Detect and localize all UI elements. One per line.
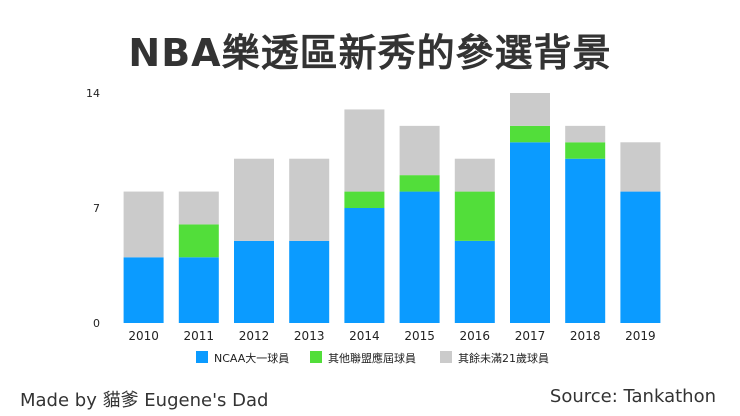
bar-rest-2019 bbox=[620, 142, 661, 192]
bar-ncaa-2011 bbox=[178, 257, 219, 323]
chart-title: NBA樂透區新秀的參選背景 bbox=[128, 31, 612, 75]
x-tick-label: 2017 bbox=[515, 329, 546, 343]
bar-rest-2011 bbox=[178, 191, 219, 225]
x-tick-label: 2011 bbox=[184, 329, 215, 343]
bar-rest-2012 bbox=[234, 158, 274, 241]
x-tick-label: 2010 bbox=[128, 329, 159, 343]
y-tick-label: 7 bbox=[93, 202, 100, 215]
source-credit: Source: Tankathon bbox=[549, 386, 716, 407]
bar-other_league-2011 bbox=[178, 224, 219, 258]
bar-ncaa-2019 bbox=[620, 191, 661, 323]
bar-ncaa-2012 bbox=[234, 240, 274, 323]
x-tick-label: 2016 bbox=[460, 329, 491, 343]
bar-ncaa-2010 bbox=[123, 257, 164, 323]
bar-rest-2014 bbox=[344, 109, 385, 192]
bar-ncaa-2018 bbox=[565, 158, 606, 323]
bar-rest-2016 bbox=[454, 158, 495, 192]
x-tick-label: 2019 bbox=[625, 329, 656, 343]
bar-ncaa-2013 bbox=[289, 240, 330, 323]
bar-ncaa-2015 bbox=[399, 191, 440, 323]
bar-rest-2018 bbox=[565, 125, 606, 143]
bar-other_league-2017 bbox=[510, 125, 550, 143]
x-tick-label: 2012 bbox=[239, 329, 270, 343]
legend-label-rest: 其餘未滿21歲球員 bbox=[458, 351, 549, 365]
bar-ncaa-2017 bbox=[510, 142, 550, 323]
x-tick-label: 2015 bbox=[404, 329, 435, 343]
x-tick-label: 2018 bbox=[570, 329, 601, 343]
bar-other_league-2015 bbox=[399, 175, 440, 192]
bar-rest-2017 bbox=[510, 93, 550, 126]
bar-other_league-2018 bbox=[565, 142, 606, 159]
legend-swatch-ncaa bbox=[196, 351, 208, 363]
legend-label-other_league: 其他聯盟應屆球員 bbox=[328, 351, 416, 365]
legend-label-ncaa: NCAA大一球員 bbox=[214, 351, 289, 365]
bar-ncaa-2014 bbox=[344, 208, 385, 323]
bar-other_league-2014 bbox=[344, 191, 385, 208]
bar-rest-2013 bbox=[289, 158, 330, 241]
x-tick-label: 2013 bbox=[294, 329, 325, 343]
stacked-bar-chart: 0 7 14 2010 2011 2012 2013 2014 2015 2016 2017 2018… bbox=[86, 87, 661, 365]
bar-other_league-2016 bbox=[454, 191, 495, 241]
y-tick-label: 14 bbox=[86, 87, 100, 100]
x-tick-label: 2014 bbox=[349, 329, 380, 343]
y-tick-label: 0 bbox=[93, 317, 100, 330]
bar-rest-2015 bbox=[399, 125, 440, 176]
legend-swatch-rest bbox=[440, 351, 452, 363]
bar-ncaa-2016 bbox=[454, 240, 495, 323]
legend-swatch-other_league bbox=[310, 351, 322, 363]
bar-rest-2010 bbox=[123, 191, 164, 258]
author-credit: Made by 貓爹 Eugene's Dad bbox=[20, 390, 269, 411]
